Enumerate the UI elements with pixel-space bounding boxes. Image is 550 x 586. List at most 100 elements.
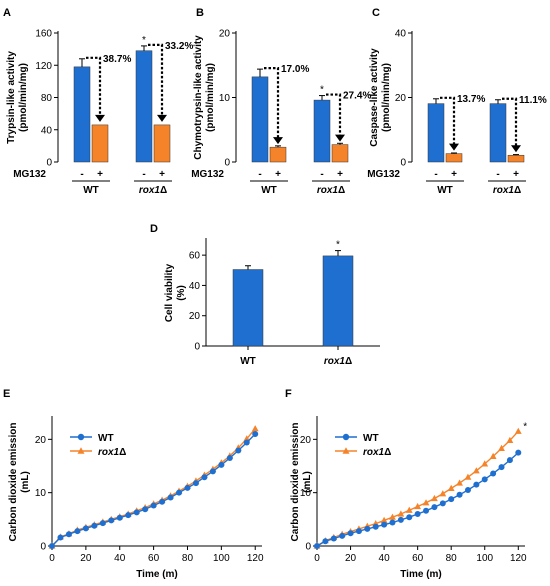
panel-b-treat-tick-1-0: -	[320, 169, 323, 180]
panel-e-point-0-3	[74, 528, 81, 535]
panel-f-point-0-11	[406, 514, 413, 521]
panel-a-bar-0-0	[73, 66, 91, 163]
panel-c-bar-0-0	[427, 103, 445, 163]
panel-f-x-tick-label-4: 80	[446, 553, 458, 564]
panel-f-x-tick-label-6: 120	[510, 553, 527, 564]
panel-d-y-tick-label-2: 40	[189, 281, 201, 292]
panel-f-point-1-12	[414, 502, 422, 510]
panel-f-point-0-4	[347, 530, 354, 537]
panel-b-y-axis-title: Chymotrypsin-like activity(pmol/min/mg)	[193, 35, 216, 160]
panel-d-y-axis-title-line2: (%)	[176, 285, 187, 301]
panel-f-point-0-21	[490, 470, 497, 477]
panel-d-y-axis-title: Cell viability(%)	[164, 263, 187, 322]
panel-d-x-tick-label-1-delta: Δ	[345, 356, 352, 367]
panel-c-y-axis-title: Caspase-like activity(pmol/min/mg)	[369, 48, 392, 147]
panel-b-treat-tick-0-1: +	[275, 169, 281, 180]
panel-e-legend-label-0: WT	[98, 433, 114, 444]
panel-f-legend-label-italic-1: rox1	[363, 447, 385, 458]
panel-d-bar-0	[232, 269, 264, 347]
panel-a-trypsin-chart: A Trypsin-like activity(pmol/min/mg) 0 40 80…	[3, 7, 193, 196]
panel-f-point-1-11	[405, 506, 413, 513]
panel-f-y-tick-label-1: 10	[300, 488, 312, 499]
panel-e-x-tick-label-0: 0	[49, 553, 55, 564]
panel-e-point-0-4	[82, 525, 89, 532]
panel-b-arrowhead-1	[335, 134, 345, 142]
panel-c-y-tick-label-2: 40	[395, 29, 407, 40]
panel-f-point-1-15	[439, 490, 447, 497]
panel-e-point-0-5	[91, 522, 98, 529]
panel-d-y-tick-label-1: 20	[189, 311, 201, 322]
panel-b-letter: B	[196, 7, 204, 19]
panel-c-arrow-1	[502, 97, 518, 147]
panel-f-point-1-20	[481, 460, 489, 467]
panel-c-y-tick-label-1: 20	[395, 93, 407, 104]
panel-f-point-0-24	[515, 449, 522, 456]
panel-f-y-tick-label-2: 20	[300, 435, 312, 446]
panel-e-point-0-13	[159, 498, 166, 505]
panel-f-point-0-19	[473, 481, 480, 488]
panel-e-point-0-22	[235, 447, 242, 454]
panel-f-y-tick-label-0: 0	[305, 542, 311, 553]
panel-b-group-label-1: rox1Δ	[317, 185, 345, 196]
panel-f-point-0-22	[498, 464, 505, 471]
panel-a-treat-tick-1-0: -	[142, 169, 145, 180]
panel-f-point-0-6	[364, 525, 371, 532]
panel-c-group-label-1: rox1Δ	[493, 185, 521, 196]
panel-c-group-label-0: WT	[437, 185, 453, 196]
panel-f-point-1-13	[422, 499, 430, 506]
panel-a-group-label-1-italic: rox1	[139, 185, 161, 196]
panel-c-y-axis-title-line2: (pmol/min/mg)	[381, 63, 392, 132]
panel-e-x-tick-label-3: 60	[148, 553, 160, 564]
panel-b-bar-0-1	[269, 146, 287, 163]
panel-b-pct-label-0: 17.0%	[281, 64, 309, 75]
panel-b-bar-1-0	[313, 99, 331, 163]
panel-f-point-0-17	[456, 491, 463, 498]
panel-f-point-1-18	[464, 473, 472, 480]
panel-c-bar-1-1	[507, 154, 525, 163]
panel-f-point-0-12	[414, 511, 421, 517]
panel-f-point-0-13	[423, 507, 430, 514]
panel-b-y-tick-label-1: 10	[219, 93, 231, 104]
panel-f-legend-label-1: rox1Δ	[363, 447, 391, 458]
panel-e-x-tick-label-5: 100	[213, 553, 230, 564]
panel-e-point-0-2	[65, 531, 72, 538]
panel-e-y-axis-title-line2: (mL)	[20, 471, 31, 493]
panel-e-point-0-8	[116, 514, 123, 521]
panel-a-bar-1-1	[153, 124, 171, 163]
panel-a-y-axis-title-line2: (pmol/min/mg)	[18, 63, 29, 132]
panel-a-pct-label-0: 38.7%	[103, 54, 131, 65]
panel-b-group-label-0: WT	[261, 185, 277, 196]
panel-c-bar-1-0	[489, 103, 507, 163]
panel-a-group-label-1-delta: Δ	[160, 185, 167, 196]
panel-f-point-0-9	[389, 519, 396, 526]
panel-e-y-tick-label-0: 0	[40, 542, 46, 553]
panel-b-treat-tick-0-0: -	[258, 169, 261, 180]
panel-e-y-axis-title: Carbon dioxide emission(mL)	[8, 423, 31, 542]
panel-e-legend-marker-1	[77, 447, 85, 454]
panel-e-x-axis-title: Time (m)	[136, 569, 178, 580]
panel-a-y-tick-label-1: 40	[41, 125, 53, 136]
panel-f-point-1-23	[506, 436, 514, 443]
panel-d-x-tick-label-0: WT	[240, 356, 256, 367]
panel-a-group-label-0: WT	[83, 185, 99, 196]
panel-f-point-0-10	[397, 516, 404, 523]
panel-d-x-tick-label-1-italic: rox1	[324, 356, 346, 367]
panel-e-x-tick-label-2: 40	[114, 553, 126, 564]
panel-c-treat-tick-1-0: -	[496, 169, 499, 180]
panel-f-significance: *	[523, 421, 527, 432]
panel-e-point-1-24	[251, 425, 259, 432]
panel-b-chymotrypsin-chart: B Chymotrypsin-like activity(pmol/min/mg)…	[191, 7, 371, 196]
panel-c-group-label-1-delta: Δ	[514, 185, 521, 196]
panel-c-pct-label-0: 13.7%	[457, 94, 485, 105]
panel-f-point-0-3	[339, 532, 346, 539]
panel-f-point-1-10	[397, 510, 405, 517]
panel-c-group-label-1-italic: rox1	[493, 185, 515, 196]
panel-f-legend-label-0: WT	[363, 433, 379, 444]
panel-c-treat-tick-1-1: +	[513, 169, 519, 180]
panel-f-x-axis-title: Time (m)	[400, 569, 442, 580]
panel-e-point-0-0	[49, 543, 55, 549]
panel-f-x-tick-label-1: 20	[345, 553, 357, 564]
panel-b-group-label-1-delta: Δ	[338, 185, 345, 196]
